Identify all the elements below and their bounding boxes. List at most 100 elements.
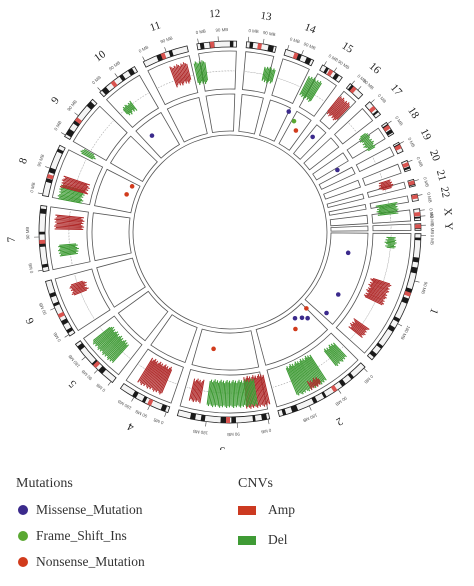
- tick-mark: [131, 396, 135, 402]
- del-segment: [378, 207, 397, 212]
- amp-segment: [179, 65, 186, 82]
- cytoband: [231, 416, 237, 423]
- del-segment: [201, 60, 207, 85]
- amp-segment: [181, 64, 188, 82]
- track1-cell: [72, 105, 128, 162]
- del-segment: [291, 365, 305, 393]
- missense-mutation-dot: [299, 315, 305, 321]
- cytoband: [160, 404, 168, 412]
- del-segment: [59, 243, 77, 246]
- tick-mark: [97, 87, 102, 92]
- del-segment: [362, 138, 372, 146]
- amp-segment: [71, 283, 85, 290]
- cytoband: [372, 110, 379, 116]
- track1-cell: [271, 58, 310, 105]
- tick-mark: [94, 369, 98, 374]
- del-segment: [81, 152, 94, 160]
- del-segment: [244, 379, 249, 408]
- track1-cell: [355, 146, 395, 173]
- amp-segment: [54, 218, 85, 222]
- amp-segment: [142, 361, 157, 385]
- legend-label-frameshift: Frame_Shift_Ins: [36, 528, 127, 543]
- tick-mark: [45, 166, 51, 169]
- del-segment: [304, 79, 316, 99]
- tick-label: 90 MB: [160, 35, 174, 44]
- missense-dot-icon: [18, 505, 28, 515]
- amp-segment: [369, 285, 388, 294]
- ideogram-chr-9: [64, 98, 98, 141]
- del-segment: [242, 382, 246, 406]
- tick-label: 180 MB: [67, 354, 81, 369]
- del-segment: [301, 76, 313, 98]
- del-segment: [265, 66, 272, 84]
- cytoband: [376, 342, 384, 349]
- del-segment: [104, 338, 122, 355]
- tick-mark: [142, 56, 146, 62]
- amp-segment: [56, 222, 82, 226]
- del-segment: [57, 247, 79, 252]
- amp-segment: [192, 378, 199, 403]
- amp-segment: [326, 96, 342, 115]
- tick-label: 0 MB: [53, 120, 63, 131]
- track1-cell: [198, 50, 237, 92]
- amp-segment: [257, 374, 266, 407]
- del-segment: [326, 349, 339, 364]
- del-segment: [92, 326, 111, 342]
- amp-segment: [331, 100, 348, 119]
- cytoband: [200, 414, 206, 422]
- amp-segment: [369, 281, 390, 290]
- amp-segment: [380, 180, 390, 185]
- amp-segment: [146, 361, 162, 389]
- del-segment: [385, 245, 396, 248]
- amp-segment: [380, 183, 392, 188]
- del-segment: [261, 66, 266, 81]
- track2-cell: [303, 137, 340, 171]
- del-segment: [97, 331, 115, 347]
- tick-mark: [164, 47, 167, 53]
- del-segment: [238, 379, 242, 408]
- frameshift-dot-icon: [18, 531, 28, 541]
- amp-segment: [172, 67, 180, 84]
- del-segment: [293, 365, 307, 391]
- cytoband: [290, 404, 299, 413]
- chr-label-21: 21: [434, 169, 448, 183]
- amp-segment: [329, 99, 345, 117]
- del-segment: [299, 76, 310, 96]
- amp-segment: [334, 103, 350, 121]
- cytoband: [77, 343, 85, 351]
- inner-circle: [132, 134, 328, 330]
- del-segment: [80, 150, 96, 160]
- track2-cell: [326, 193, 365, 209]
- del-segment: [306, 355, 325, 383]
- track2-cell: [278, 110, 312, 151]
- amp-segment: [367, 290, 386, 300]
- amp-segment: [380, 185, 393, 190]
- del-segment: [122, 108, 128, 115]
- amp-segment: [73, 289, 88, 296]
- cytoband: [252, 415, 256, 422]
- del-segment: [220, 382, 223, 406]
- tick-label: 90 MB: [429, 213, 435, 226]
- del-segment: [109, 342, 128, 362]
- amp-segment: [70, 284, 87, 292]
- del-segment: [59, 249, 77, 253]
- amp-segment: [54, 225, 85, 228]
- del-segment: [57, 195, 84, 202]
- amp-segment: [370, 283, 389, 291]
- del-segment: [367, 146, 376, 152]
- del-segment: [246, 379, 252, 407]
- track2-cell: [238, 94, 264, 135]
- track1-cell: [372, 223, 412, 232]
- track2-cell: [150, 314, 198, 363]
- amp-segment: [71, 287, 89, 295]
- track1-cell: [366, 181, 407, 198]
- del-segment: [377, 205, 398, 211]
- del-segment: [59, 246, 78, 250]
- chr-label-7: 7: [6, 236, 18, 242]
- amp-segment: [260, 374, 268, 406]
- amp-segment: [336, 105, 350, 120]
- del-segment: [223, 383, 226, 406]
- amp-segment: [309, 380, 315, 389]
- del-segment: [361, 136, 370, 143]
- del-segment: [251, 380, 257, 405]
